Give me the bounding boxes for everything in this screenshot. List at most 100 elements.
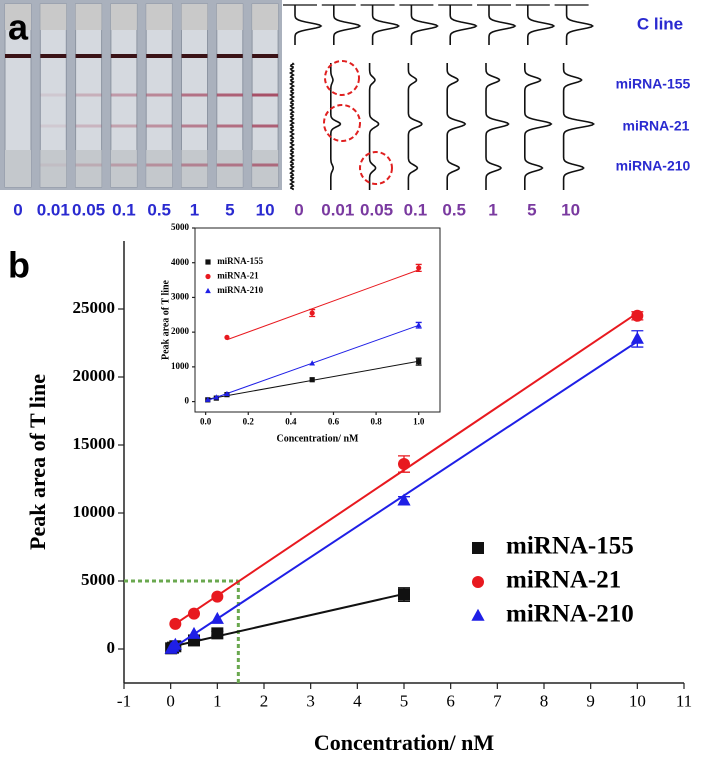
marker	[211, 627, 224, 640]
marker	[416, 359, 422, 365]
legend-label: miRNA-155	[217, 256, 263, 266]
test-line	[110, 124, 137, 128]
marker	[224, 334, 230, 340]
control-line	[252, 54, 279, 58]
strip-pad	[5, 150, 31, 187]
strip-pad	[110, 150, 137, 187]
x-tick-label: 10	[629, 692, 646, 711]
test-line	[40, 93, 67, 97]
strip-pad	[5, 4, 31, 30]
legend-label: miRNA-155	[506, 533, 634, 560]
control-peak	[333, 5, 362, 45]
x-tick-label: 11	[676, 692, 692, 711]
panel-label: b	[8, 245, 30, 286]
line-label: miRNA-21	[623, 118, 690, 134]
legend-marker	[472, 576, 484, 588]
strip-pad	[146, 4, 173, 30]
legend-label: miRNA-210	[217, 285, 263, 295]
concentration-label: 0.1	[404, 200, 428, 219]
x-tick-label: 0	[166, 692, 175, 711]
y-axis-label: Peak area of T line	[25, 374, 50, 550]
control-line	[75, 54, 102, 58]
x-tick-label: 7	[493, 692, 502, 711]
marker	[213, 394, 220, 400]
highlight-circle	[359, 151, 393, 185]
control-peak	[488, 5, 517, 45]
panel-label: a	[8, 7, 29, 48]
x-tick-label: 0.6	[328, 416, 340, 426]
marker	[397, 493, 411, 506]
legend-marker	[205, 287, 211, 294]
concentration-label: 10	[256, 200, 275, 219]
x-tick-label: 2	[260, 692, 269, 711]
test-line	[110, 163, 137, 167]
marker	[398, 458, 410, 471]
legend-label: miRNA-21	[506, 567, 621, 594]
test-line	[216, 124, 243, 128]
marker	[309, 360, 316, 366]
test-line	[146, 93, 173, 97]
control-line	[40, 54, 67, 58]
concentration-label: 1	[190, 200, 199, 219]
concentration-label: 5	[225, 200, 234, 219]
test-line	[40, 124, 67, 128]
strip-pad	[181, 4, 208, 30]
line-label: miRNA-155	[616, 76, 691, 92]
test-peak	[288, 62, 296, 191]
strips	[4, 3, 279, 188]
control-line	[181, 54, 208, 58]
x-tick-label: 1	[213, 692, 222, 711]
y-tick-label: 4000	[171, 257, 190, 267]
concentration-label: 0.01	[321, 200, 354, 219]
strip-pad	[181, 150, 208, 187]
y-tick-label: 1000	[171, 361, 190, 371]
legend-label: miRNA-21	[217, 271, 259, 281]
concentration-label: 0.05	[360, 200, 393, 219]
test-line	[252, 93, 279, 97]
strip-pad	[75, 4, 102, 30]
x-tick-label: 4	[353, 692, 362, 711]
test-peak	[407, 63, 423, 190]
x-tick-label: 0.4	[285, 416, 297, 426]
control-line	[146, 54, 173, 58]
x-tick-label: -1	[117, 692, 131, 711]
test-line	[146, 124, 173, 128]
peak-profiles	[283, 4, 595, 191]
strip-pad	[75, 150, 102, 187]
line-label: miRNA-210	[616, 158, 691, 174]
test-line	[216, 93, 243, 97]
marker	[169, 617, 182, 630]
marker	[204, 396, 211, 402]
legend-marker	[205, 273, 211, 280]
y-tick-label: 15000	[73, 434, 116, 453]
legend-label: miRNA-210	[506, 601, 634, 628]
control-peak	[527, 5, 556, 45]
control-peak	[410, 5, 439, 45]
y-tick-label: 10000	[73, 502, 116, 521]
x-axis-label: Concentration/ nM	[277, 433, 360, 444]
control-line	[110, 54, 137, 58]
concentration-label: 0	[13, 200, 22, 219]
control-peak	[565, 5, 594, 45]
concentration-label: 0.01	[37, 200, 70, 219]
x-tick-label: 9	[586, 692, 595, 711]
control-peak	[449, 5, 478, 45]
marker	[188, 607, 200, 620]
control-line	[5, 54, 31, 58]
strip-pad	[216, 4, 243, 30]
marker	[211, 590, 224, 603]
marker	[631, 309, 644, 322]
x-tick-label: 3	[306, 692, 315, 711]
marker	[630, 331, 644, 344]
concentration-label: 0.5	[442, 200, 466, 219]
control-peak	[294, 5, 323, 45]
marker	[415, 322, 422, 328]
concentration-label: 1	[488, 200, 497, 219]
strip-pad	[110, 4, 137, 30]
test-line	[252, 163, 279, 167]
strip-pad	[146, 150, 173, 187]
x-tick-label: 0.0	[200, 416, 212, 426]
x-tick-label: 6	[446, 692, 455, 711]
